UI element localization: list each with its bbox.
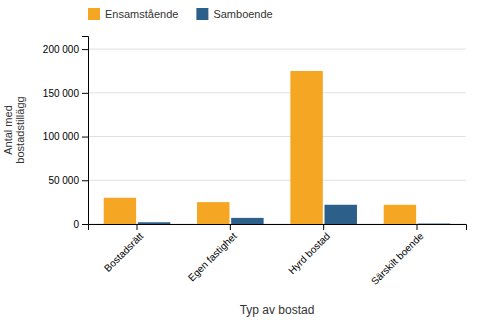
legend-swatch — [196, 8, 208, 20]
y-tick: 50 000 — [48, 175, 88, 186]
x-tick: Hyrd bostad — [286, 224, 332, 276]
x-tick: Särskilt boende — [369, 224, 426, 287]
y-tick-mark — [82, 137, 88, 138]
x-axis-line — [89, 225, 467, 231]
y-tick-mark — [82, 180, 88, 181]
chart: 0 50 000 100 000 150 000 200 000 Bostadsrätt E… — [0, 0, 480, 320]
x-tick-mark — [323, 224, 324, 230]
y-tick-label: 200 000 — [43, 44, 80, 55]
bar — [197, 202, 229, 224]
x-tick: Bostadsrätt — [102, 224, 146, 274]
y-axis-title-line: bostadstillägg — [14, 96, 26, 163]
y-tick-label: 0 — [73, 219, 79, 230]
grid — [88, 49, 466, 224]
legend: Ensamstående Samboende — [88, 8, 273, 20]
bar — [231, 218, 263, 224]
y-axis: 0 50 000 100 000 150 000 200 000 — [43, 37, 89, 230]
y-tick: 150 000 — [43, 88, 88, 99]
y-tick-label: 50 000 — [48, 175, 79, 186]
x-tick-label: Hyrd bostad — [286, 230, 332, 276]
x-axis-title: Typ av bostad — [240, 303, 315, 317]
y-axis-title-line: Antal med — [2, 105, 14, 155]
y-tick-label: 150 000 — [43, 88, 80, 99]
legend-item: Ensamstående — [88, 8, 178, 20]
bar-series — [138, 205, 450, 224]
grid-line — [88, 49, 466, 50]
bar — [104, 198, 136, 224]
bar — [325, 205, 357, 224]
grid-line — [88, 136, 466, 137]
legend-label: Ensamstående — [105, 8, 178, 20]
bar — [384, 205, 416, 224]
x-tick-mark — [230, 224, 231, 230]
bar — [290, 71, 322, 224]
bar — [138, 222, 170, 224]
x-tick: Egen fastighet — [186, 224, 239, 283]
y-tick-mark — [82, 93, 88, 94]
y-tick: 200 000 — [43, 44, 88, 55]
y-tick-mark — [82, 49, 88, 50]
bar — [418, 223, 450, 224]
legend-item: Samboende — [196, 8, 272, 20]
plot: 0 50 000 100 000 150 000 200 000 Bostadsrätt E… — [43, 37, 467, 287]
legend-label: Samboende — [213, 8, 272, 20]
x-axis: Bostadsrätt Egen fastighet Hyrd bostad Särs… — [89, 224, 467, 287]
y-tick: 100 000 — [43, 131, 88, 142]
y-axis-title: Antal medbostadstillägg — [2, 96, 26, 163]
y-tick-mark — [82, 224, 88, 225]
x-tick-mark — [417, 224, 418, 230]
y-tick-label: 100 000 — [43, 131, 80, 142]
grid-line — [88, 92, 466, 93]
x-tick-mark — [137, 224, 138, 230]
bar-series — [104, 71, 416, 224]
y-tick: 0 — [73, 219, 88, 230]
legend-swatch — [88, 8, 100, 20]
x-tick-label: Egen fastighet — [186, 230, 239, 283]
x-tick-label: Särskilt boende — [369, 230, 426, 287]
x-tick-label: Bostadsrätt — [102, 230, 146, 274]
y-axis-line — [82, 37, 89, 225]
bars — [104, 71, 451, 224]
grid-line — [88, 180, 466, 181]
